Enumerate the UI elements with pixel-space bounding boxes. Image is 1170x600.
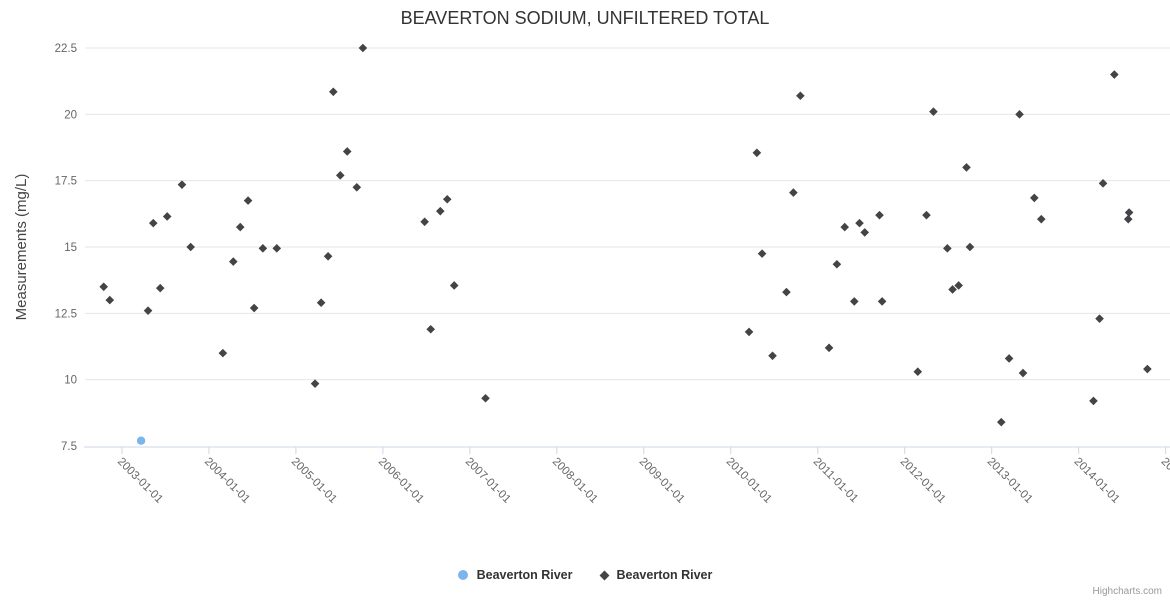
scatter-point-diamond[interactable] [449,281,459,290]
legend-label: Beaverton River [616,568,713,582]
scatter-point-diamond[interactable] [1098,179,1108,188]
scatter-point-diamond[interactable] [99,282,108,292]
scatter-point-diamond[interactable] [840,222,850,232]
scatter-point-diamond[interactable] [228,257,238,266]
x-axis-tick-label: 2014-01-01 [1072,456,1122,506]
scatter-point-diamond[interactable] [352,183,362,192]
scatter-point-diamond[interactable] [426,324,436,334]
legend-label: Beaverton River [476,568,573,582]
scatter-point-diamond[interactable] [342,147,352,156]
y-axis-tick-label: 17.5 [55,176,77,188]
diamond-marker-icon [599,570,609,580]
scatter-point-diamond[interactable] [757,249,767,258]
scatter-point-diamond[interactable] [962,163,971,172]
scatter-point-diamond[interactable] [249,303,259,313]
scatter-point-diamond[interactable] [849,297,859,306]
scatter-point-diamond[interactable] [877,297,887,306]
chart-title: BEAVERTON SODIUM, UNFILTERED TOTAL [400,8,770,28]
x-axis-tick-label: 2008-01-01 [550,456,600,506]
scatter-point-diamond[interactable] [105,295,115,305]
scatter-point-diamond[interactable] [1124,208,1134,217]
scatter-point-diamond[interactable] [1018,368,1028,378]
scatter-point-diamond[interactable] [965,242,975,252]
scatter-point-diamond[interactable] [789,188,798,197]
scatter-point-diamond[interactable] [832,259,842,269]
y-axis-tick-label: 12.5 [55,308,77,320]
scatter-point-diamond[interactable] [329,87,338,97]
scatter-point-diamond[interactable] [442,194,452,204]
scatter-point-diamond[interactable] [943,244,952,253]
scatter-point-diamond[interactable] [420,217,429,227]
scatter-point-diamond[interactable] [796,91,805,101]
scatter-point-diamond[interactable] [258,244,268,253]
scatter-point-diamond[interactable] [1089,396,1098,406]
scatter-point-diamond[interactable] [235,222,245,232]
scatter-point-diamond[interactable] [1036,214,1046,224]
scatter-point-diamond[interactable] [855,218,864,228]
y-axis-title: Measurements (mg/L) [13,174,30,321]
scatter-point-diamond[interactable] [875,210,884,220]
x-axis-tick-label: 2003-01-01 [115,456,165,506]
scatter-point-diamond[interactable] [177,180,187,189]
scatter-point-diamond[interactable] [358,43,368,53]
x-axis-tick-label: 2015-01-01 [1159,456,1170,506]
scatter-point-diamond[interactable] [155,283,165,293]
scatter-point-diamond[interactable] [860,228,870,237]
scatter-point-diamond[interactable] [218,348,228,358]
scatter-point-diamond[interactable] [996,417,1006,427]
scatter-point-diamond[interactable] [335,171,345,180]
scatter-point-diamond[interactable] [243,196,253,205]
x-axis-tick-label: 2012-01-01 [898,456,948,506]
scatter-point-diamond[interactable] [1143,364,1152,374]
circle-marker-icon [457,570,468,580]
scatter-point-diamond[interactable] [323,251,333,261]
scatter-point-diamond[interactable] [1110,70,1119,79]
scatter-point-diamond[interactable] [162,212,172,221]
scatter-point-diamond[interactable] [948,285,957,294]
scatter-point-diamond[interactable] [1123,214,1133,224]
scatter-point-diamond[interactable] [752,148,762,158]
scatter-point-circle[interactable] [136,436,146,445]
highcharts-credit-link[interactable]: Highcharts.com [1092,586,1162,597]
scatter-point-diamond[interactable] [148,218,158,228]
y-axis-tick-label: 20 [64,109,77,121]
scatter-point-diamond[interactable] [954,281,963,290]
scatter-point-diamond[interactable] [824,343,834,353]
scatter-point-diamond[interactable] [1030,193,1039,203]
x-axis-tick-label: 2011-01-01 [811,456,860,505]
x-axis-tick-label: 2010-01-01 [724,456,774,506]
scatter-point-diamond[interactable] [744,327,754,337]
scatter-point-diamond[interactable] [310,379,320,388]
x-axis-tick-label: 2005-01-01 [289,456,339,506]
scatter-point-diamond[interactable] [929,107,938,116]
y-axis-tick-label: 15 [64,242,77,254]
scatter-point-diamond[interactable] [922,210,931,220]
scatter-point-diamond[interactable] [272,244,282,253]
scatter-point-diamond[interactable] [1004,354,1014,363]
scatter-point-diamond[interactable] [186,242,195,252]
scatter-point-diamond[interactable] [481,393,490,403]
x-axis-tick-label: 2007-01-01 [463,456,513,506]
scatter-point-diamond[interactable] [768,351,777,361]
scatter-point-diamond[interactable] [1015,110,1024,119]
scatter-point-diamond[interactable] [143,306,153,315]
x-axis-tick-label: 2006-01-01 [376,456,426,506]
y-axis-tick-label: 22.5 [55,43,77,55]
x-axis-tick-label: 2013-01-01 [985,456,1035,506]
scatter-point-diamond[interactable] [316,298,326,308]
scatter-point-diamond[interactable] [782,287,791,297]
legend-item-beaverton-river-2[interactable]: Beaverton River [599,568,713,582]
legend: Beaverton River Beaverton River [0,568,1170,582]
scatter-point-diamond[interactable] [1095,314,1104,323]
legend-item-beaverton-river-1[interactable]: Beaverton River [457,568,573,582]
scatter-point-diamond[interactable] [913,367,923,377]
y-axis-tick-label: 10 [64,375,77,387]
x-axis-tick-label: 2009-01-01 [637,456,687,506]
y-axis-tick-label: 7.5 [61,441,77,453]
x-axis-tick-label: 2004-01-01 [202,456,252,506]
scatter-point-diamond[interactable] [435,206,445,216]
